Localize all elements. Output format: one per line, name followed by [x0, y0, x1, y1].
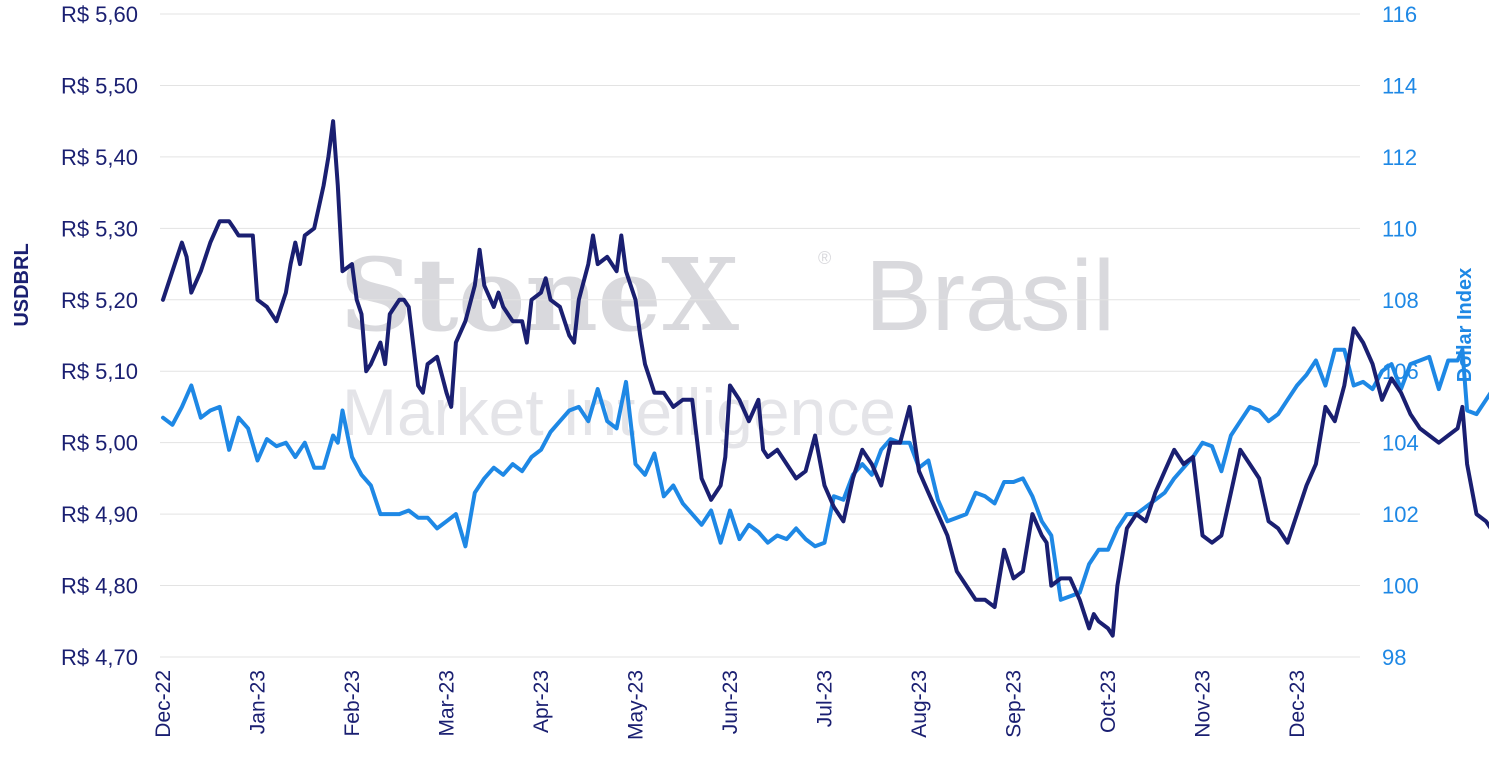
x-tick-label: May-23: [625, 670, 648, 740]
right-tick-label: 108: [1382, 288, 1419, 313]
left-tick-label: R$ 5,50: [61, 73, 138, 98]
series-line-usdbrl: [161, 119, 1489, 638]
watermark: StoneX ® Brasil Market Intelligence: [340, 236, 1115, 449]
left-tick-label: R$ 5,20: [61, 288, 138, 313]
left-tick-label: R$ 4,90: [61, 502, 138, 527]
right-tick-label: 110: [1382, 216, 1417, 241]
left-axis-title: USDBRL: [11, 243, 33, 326]
right-tick-label: 112: [1382, 145, 1417, 170]
x-axis-ticks: Dec-22 Jan-23 Feb-23 Mar-23 Apr-23 May-23 Jun-…: [152, 670, 1309, 740]
right-tick-label: 100: [1382, 574, 1419, 599]
left-tick-label: R$ 4,80: [61, 574, 138, 599]
x-tick-label: Mar-23: [436, 670, 459, 737]
series-lines: [161, 119, 1489, 638]
x-tick-label: Dec-23: [1286, 670, 1309, 738]
left-tick-label: R$ 5,60: [61, 2, 138, 27]
right-tick-label: 116: [1382, 2, 1417, 27]
right-tick-label: 98: [1382, 645, 1406, 670]
x-tick-label: Sep-23: [1003, 670, 1026, 738]
left-tick-label: R$ 5,00: [61, 431, 138, 456]
x-tick-label: Feb-23: [341, 670, 364, 737]
left-tick-label: R$ 4,70: [61, 645, 138, 670]
right-tick-label: 102: [1382, 502, 1419, 527]
right-tick-label: 104: [1382, 431, 1419, 456]
right-axis-title: Dollar Index: [1454, 268, 1476, 382]
x-tick-label: Jan-23: [247, 670, 270, 734]
gridlines: [160, 13, 1360, 658]
watermark-brand-suffix: Brasil: [865, 240, 1115, 352]
x-tick-label: Apr-23: [530, 670, 553, 733]
x-tick-label: Oct-23: [1097, 670, 1120, 733]
right-tick-label: 114: [1382, 73, 1417, 98]
x-tick-label: Jul-23: [814, 670, 837, 727]
x-tick-label: Aug-23: [908, 670, 931, 738]
left-tick-label: R$ 5,40: [61, 145, 138, 170]
left-tick-label: R$ 5,30: [61, 216, 138, 241]
left-axis-ticks: R$ 4,70 R$ 4,80 R$ 4,90 R$ 5,00 R$ 5,10 R$ 5,…: [61, 2, 138, 670]
left-tick-label: R$ 5,10: [61, 359, 138, 384]
x-tick-label: Dec-22: [152, 670, 175, 738]
watermark-registered: ®: [818, 248, 831, 268]
x-tick-label: Nov-23: [1192, 670, 1215, 738]
x-tick-label: Jun-23: [719, 670, 742, 734]
